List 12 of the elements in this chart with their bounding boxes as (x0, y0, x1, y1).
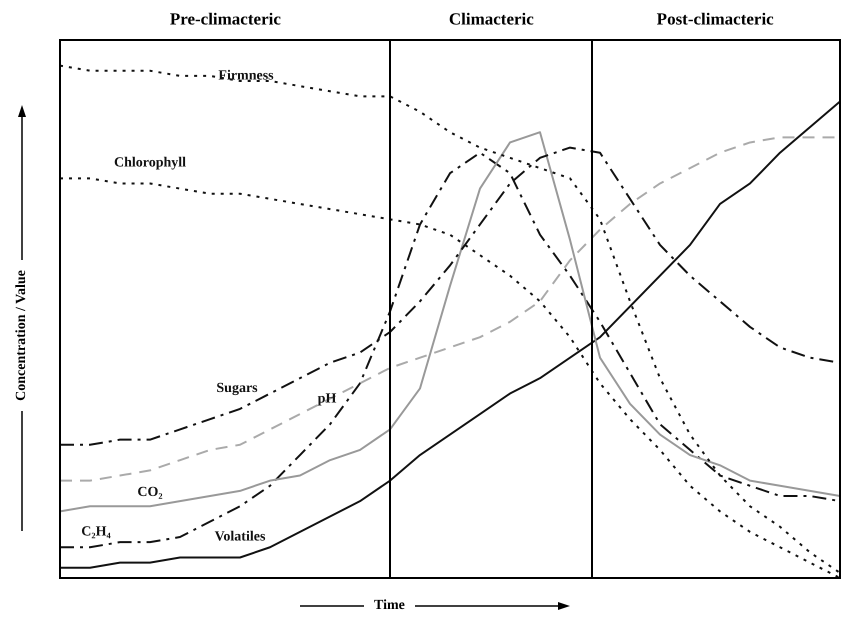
series-label: Sugars (216, 381, 258, 396)
y-axis-title: Concentration / Value (14, 270, 30, 401)
text: Climacteric (448, 9, 534, 28)
x-axis-title: Time (374, 598, 405, 614)
series-label: C₂H₄ (81, 524, 112, 540)
text: Pre-climacteric (170, 9, 282, 28)
series-label: Chlorophyll (114, 156, 186, 171)
text: Post-climacteric (656, 9, 774, 28)
series-label: CO₂ (137, 485, 163, 500)
series-label: pH (318, 391, 336, 406)
series-label: Volatiles (214, 530, 266, 545)
series-label: Firmness (218, 68, 274, 84)
